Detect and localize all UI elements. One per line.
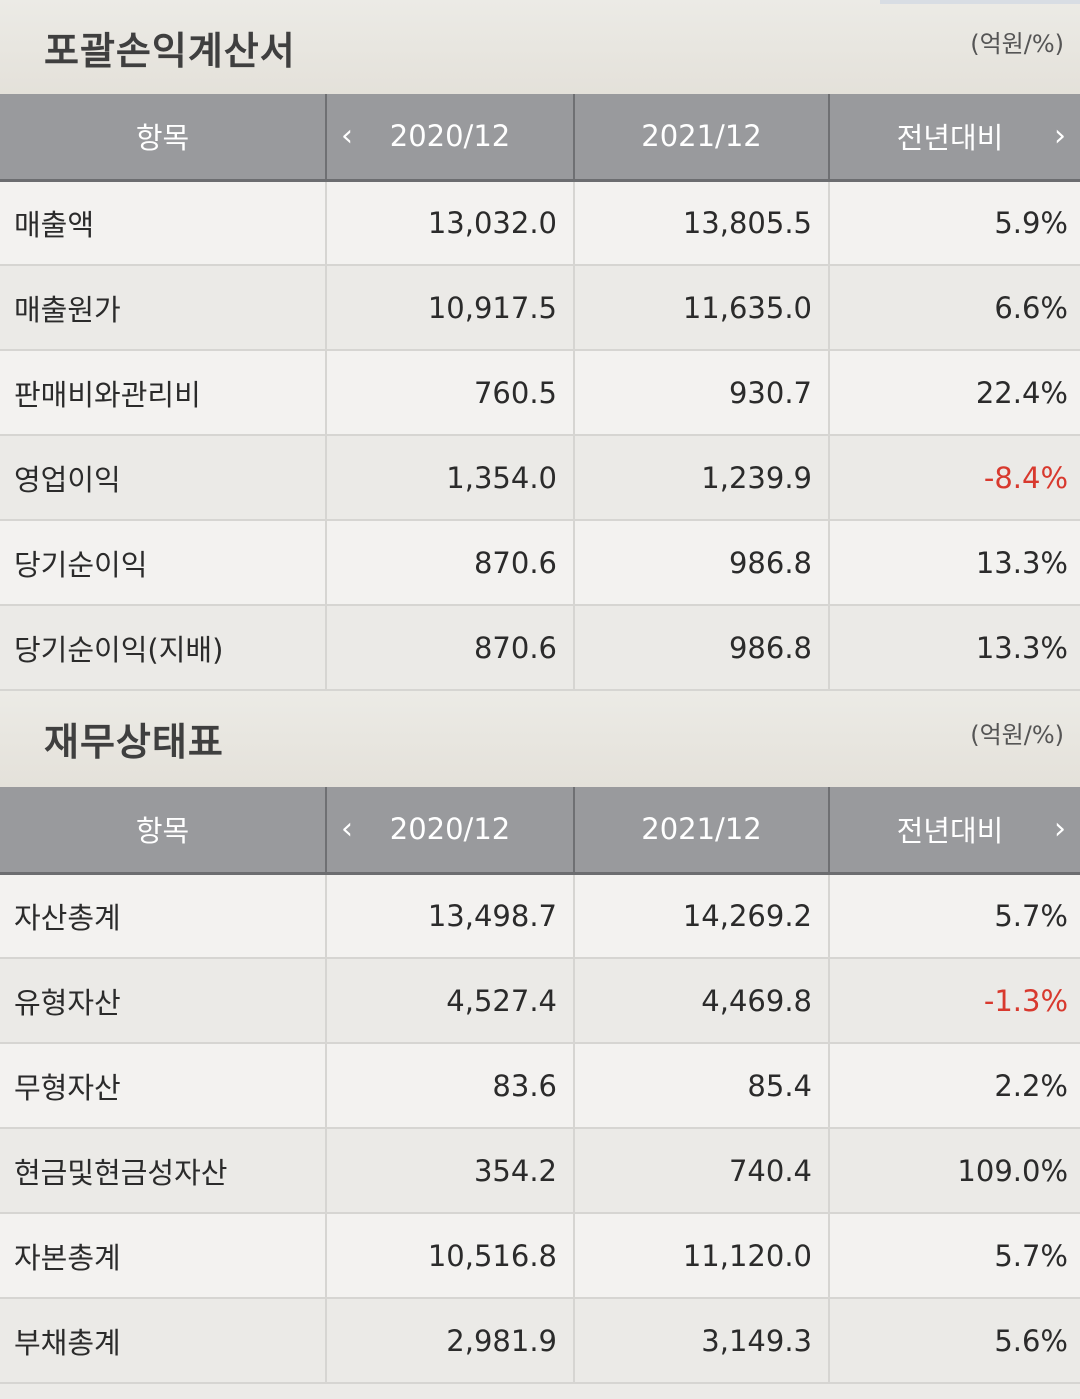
table-row: 부채총계 2,981.9 3,149.3 5.6%: [0, 1298, 1080, 1384]
value-yoy: 5.6%: [828, 1298, 1080, 1384]
value-yoy: 2.2%: [828, 1043, 1080, 1129]
value-2020: 4,527.4: [325, 958, 574, 1044]
balance-section-header: 재무상태표 (억원/%): [0, 691, 1080, 787]
row-label: 자산총계: [0, 873, 326, 959]
table-row: 현금및현금성자산 354.2 740.4 109.0%: [0, 1128, 1080, 1214]
value-2021: 4,469.8: [573, 958, 829, 1044]
balance-title: 재무상태표: [44, 720, 224, 764]
value-yoy: -8.4%: [828, 435, 1080, 521]
table-row: 무형자산 83.6 85.4 2.2%: [0, 1043, 1080, 1129]
table-row: 매출액 13,032.0 13,805.5 5.9%: [0, 180, 1080, 266]
balance-header-row: 항목 ‹ 2020/12 2021/12 전년대비 ›: [0, 787, 1080, 875]
table-row: 영업이익 1,354.0 1,239.9 -8.4%: [0, 435, 1080, 521]
value-2021: 85.4: [573, 1043, 829, 1129]
row-label: 판매비와관리비: [0, 350, 326, 436]
income-header-prev: ‹ 2020/12: [325, 94, 574, 182]
value-2021: 11,120.0: [573, 1213, 829, 1299]
chevron-right-icon[interactable]: ›: [1054, 118, 1066, 154]
value-yoy: 5.7%: [828, 873, 1080, 959]
income-header-curr: 2021/12: [573, 94, 829, 182]
table-row: 유형자산 4,527.4 4,469.8 -1.3%: [0, 958, 1080, 1044]
row-label: 매출액: [0, 180, 326, 266]
value-2021: 740.4: [573, 1128, 829, 1214]
value-2021: 986.8: [573, 520, 829, 606]
value-yoy: 5.7%: [828, 1213, 1080, 1299]
table-row: 매출원가 10,917.5 11,635.0 6.6%: [0, 265, 1080, 351]
value-2020: 760.5: [325, 350, 574, 436]
value-2020: 870.6: [325, 520, 574, 606]
value-2020: 10,917.5: [325, 265, 574, 351]
chevron-left-icon[interactable]: ‹: [341, 118, 353, 154]
income-header-item: 항목: [0, 94, 326, 182]
income-section-header: 포괄손익계산서 (억원/%): [0, 0, 1080, 94]
value-2021: 930.7: [573, 350, 829, 436]
value-2020: 13,032.0: [325, 180, 574, 266]
balance-unit: (억원/%): [970, 721, 1064, 749]
value-2020: 10,516.8: [325, 1213, 574, 1299]
table-row: 당기순이익(지배) 870.6 986.8 13.3%: [0, 605, 1080, 691]
row-label: 무형자산: [0, 1043, 326, 1129]
value-2021: 13,805.5: [573, 180, 829, 266]
top-accent-bar: [880, 0, 1080, 4]
table-row: 자산총계 13,498.7 14,269.2 5.7%: [0, 873, 1080, 959]
value-2020: 83.6: [325, 1043, 574, 1129]
income-title: 포괄손익계산서: [44, 29, 296, 73]
value-yoy: 13.3%: [828, 520, 1080, 606]
value-yoy: 13.3%: [828, 605, 1080, 691]
balance-header-curr: 2021/12: [573, 787, 829, 875]
row-label: 자본총계: [0, 1213, 326, 1299]
income-unit: (억원/%): [970, 30, 1064, 58]
balance-header-prev: ‹ 2020/12: [325, 787, 574, 875]
table-row: 판매비와관리비 760.5 930.7 22.4%: [0, 350, 1080, 436]
balance-header-yoy: 전년대비 ›: [828, 787, 1080, 875]
income-header-row: 항목 ‹ 2020/12 2021/12 전년대비 ›: [0, 94, 1080, 182]
income-table: 항목 ‹ 2020/12 2021/12 전년대비 › 매출액 13,032.0…: [0, 94, 1080, 691]
value-2021: 986.8: [573, 605, 829, 691]
value-2020: 354.2: [325, 1128, 574, 1214]
value-2021: 14,269.2: [573, 873, 829, 959]
value-2020: 870.6: [325, 605, 574, 691]
value-yoy: -1.3%: [828, 958, 1080, 1044]
value-2021: 3,149.3: [573, 1298, 829, 1384]
value-2020: 13,498.7: [325, 873, 574, 959]
value-2020: 1,354.0: [325, 435, 574, 521]
balance-header-item: 항목: [0, 787, 326, 875]
chevron-right-icon[interactable]: ›: [1054, 811, 1066, 847]
value-yoy: 6.6%: [828, 265, 1080, 351]
row-label: 당기순이익(지배): [0, 605, 326, 691]
table-row: 당기순이익 870.6 986.8 13.3%: [0, 520, 1080, 606]
value-yoy: 22.4%: [828, 350, 1080, 436]
value-2020: 2,981.9: [325, 1298, 574, 1384]
chevron-left-icon[interactable]: ‹: [341, 811, 353, 847]
value-yoy: 5.9%: [828, 180, 1080, 266]
income-header-yoy: 전년대비 ›: [828, 94, 1080, 182]
row-label: 현금및현금성자산: [0, 1128, 326, 1214]
row-label: 부채총계: [0, 1298, 326, 1384]
balance-table: 항목 ‹ 2020/12 2021/12 전년대비 › 자산총계 13,498.…: [0, 787, 1080, 1384]
row-label: 당기순이익: [0, 520, 326, 606]
value-2021: 1,239.9: [573, 435, 829, 521]
row-label: 유형자산: [0, 958, 326, 1044]
value-2021: 11,635.0: [573, 265, 829, 351]
table-row: 자본총계 10,516.8 11,120.0 5.7%: [0, 1213, 1080, 1299]
value-yoy: 109.0%: [828, 1128, 1080, 1214]
row-label: 영업이익: [0, 435, 326, 521]
row-label: 매출원가: [0, 265, 326, 351]
